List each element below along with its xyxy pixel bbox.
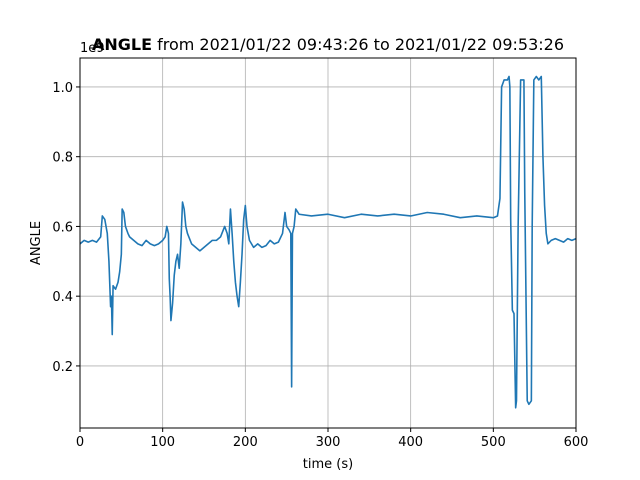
y-tick-label: 0.4: [52, 290, 73, 305]
y-tick-label: 0.6: [52, 220, 73, 235]
x-tick-label: 600: [564, 435, 589, 450]
y-tick-label: 0.2: [52, 360, 73, 375]
x-tick-label: 200: [233, 435, 258, 450]
y-tick-label: 0.8: [52, 151, 73, 166]
x-tick-label: 100: [150, 435, 175, 450]
chart-title: ANGLE from 2021/01/22 09:43:26 to 2021/0…: [92, 35, 564, 54]
x-tick-label: 400: [398, 435, 423, 450]
data-line: [79, 75, 577, 409]
x-axis-label: time (s): [303, 457, 353, 472]
plot-frame: [79, 57, 577, 429]
x-tick-label: 500: [481, 435, 506, 450]
title-variable: ANGLE: [92, 35, 152, 54]
y-tick-label: 1.0: [52, 81, 73, 96]
x-tick-label: 0: [76, 435, 84, 450]
y-axis-label: ANGLE: [29, 221, 44, 265]
x-tick-label: 300: [316, 435, 341, 450]
title-text: from 2021/01/22 09:43:26 to 2021/01/22 0…: [157, 35, 564, 54]
y-offset-text: 1e9: [80, 41, 105, 56]
